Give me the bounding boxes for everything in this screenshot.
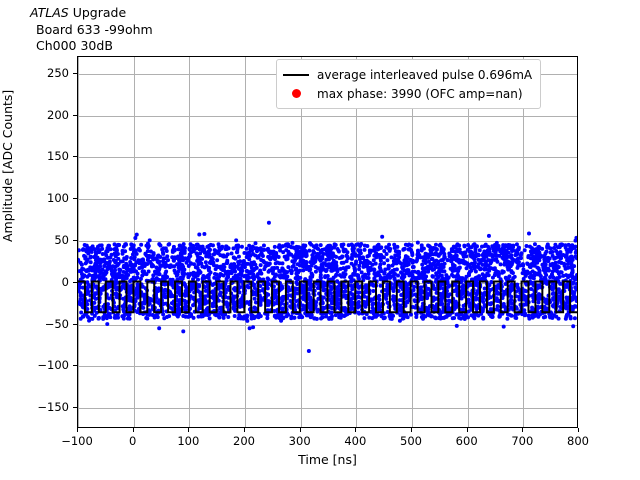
y-tick-label: 50 [54,232,69,247]
y-tick-mark [73,281,77,283]
gridline-vertical [245,57,246,427]
y-tick-label: 200 [47,107,69,122]
y-axis-label: Amplitude [ADC Counts] [0,90,15,242]
gridline-horizontal [78,199,577,201]
gridline-vertical [467,57,469,427]
legend-entry: average interleaved pulse 0.696mA [283,65,532,84]
x-tick-mark [355,428,357,432]
atlas-annotation: ATLAS Upgrade Board 633 -99ohm Ch000 30d… [30,5,153,55]
x-tick-label: 0 [128,434,137,448]
y-tick-label: 250 [47,65,69,80]
x-tick-mark [411,428,412,432]
gridline-vertical [189,57,191,427]
pulse-waveform-path [78,280,577,314]
gridline-vertical [78,57,79,427]
y-tick-mark [73,239,77,241]
y-tick-label: 100 [47,191,69,206]
annotation-line-3: Ch000 30dB [36,38,113,53]
x-tick-label: 600 [455,434,478,448]
y-tick-mark [73,323,77,325]
plot-axes [77,56,578,428]
annotation-line-1: ATLAS Upgrade [30,5,126,20]
gridline-horizontal [78,366,577,368]
y-tick-mark [73,156,77,158]
y-axis-label-text: Amplitude [ADC Counts] [0,89,15,242]
x-tick-mark [522,428,524,432]
gridline-horizontal [78,115,577,117]
y-tick-mark [73,407,77,409]
x-tick-label: 700 [511,434,534,448]
y-tick-label: 150 [47,149,69,164]
upgrade-label: Upgrade [68,5,127,20]
dot-marker-icon [291,89,301,98]
x-axis-label: Time [ns] [298,452,357,467]
gridline-vertical [523,57,525,427]
gridline-horizontal [78,157,577,159]
gridline-vertical [412,57,413,427]
y-tick-label: 0 [61,274,69,289]
y-tick-label: −100 [37,358,69,373]
x-tick-label: −100 [61,434,93,448]
x-tick-label: 200 [233,434,255,448]
y-tick-mark [73,114,77,116]
legend-entry: max phase: 3990 (OFC amp=nan) [283,84,532,103]
legend-line-swatch [283,73,309,76]
y-tick-mark [73,198,77,200]
legend-dot-swatch [283,89,309,98]
x-tick-mark [299,428,301,432]
x-tick-label: 300 [288,434,311,448]
y-tick-label: −50 [44,316,69,331]
x-tick-label: 100 [177,434,200,448]
line-series-average-pulse [78,280,577,314]
legend-label: average interleaved pulse 0.696mA [317,67,533,82]
line-marker-icon [283,73,309,76]
x-tick-mark [244,428,245,432]
legend-label: max phase: 3990 (OFC amp=nan) [317,86,523,101]
y-tick-label: −150 [37,400,69,415]
y-tick-mark [73,365,77,367]
x-tick-mark [132,428,134,432]
x-tick-mark [77,428,78,432]
x-tick-mark [578,428,579,432]
atlas-label: ATLAS [30,5,69,20]
gridline-vertical [133,57,135,427]
gridline-horizontal [78,324,577,326]
x-tick-label: 500 [400,434,422,448]
x-tick-label: 400 [344,434,367,448]
gridline-horizontal [78,240,577,242]
gridline-vertical [356,57,358,427]
annotation-line-2: Board 633 -99ohm [36,21,153,37]
gridline-horizontal [78,408,577,410]
x-tick-mark [188,428,190,432]
x-tick-label: 800 [567,434,589,448]
legend-box: average interleaved pulse 0.696mA max pha… [276,59,542,109]
x-tick-mark [466,428,468,432]
gridline-vertical [300,57,302,427]
y-tick-mark [73,72,77,74]
